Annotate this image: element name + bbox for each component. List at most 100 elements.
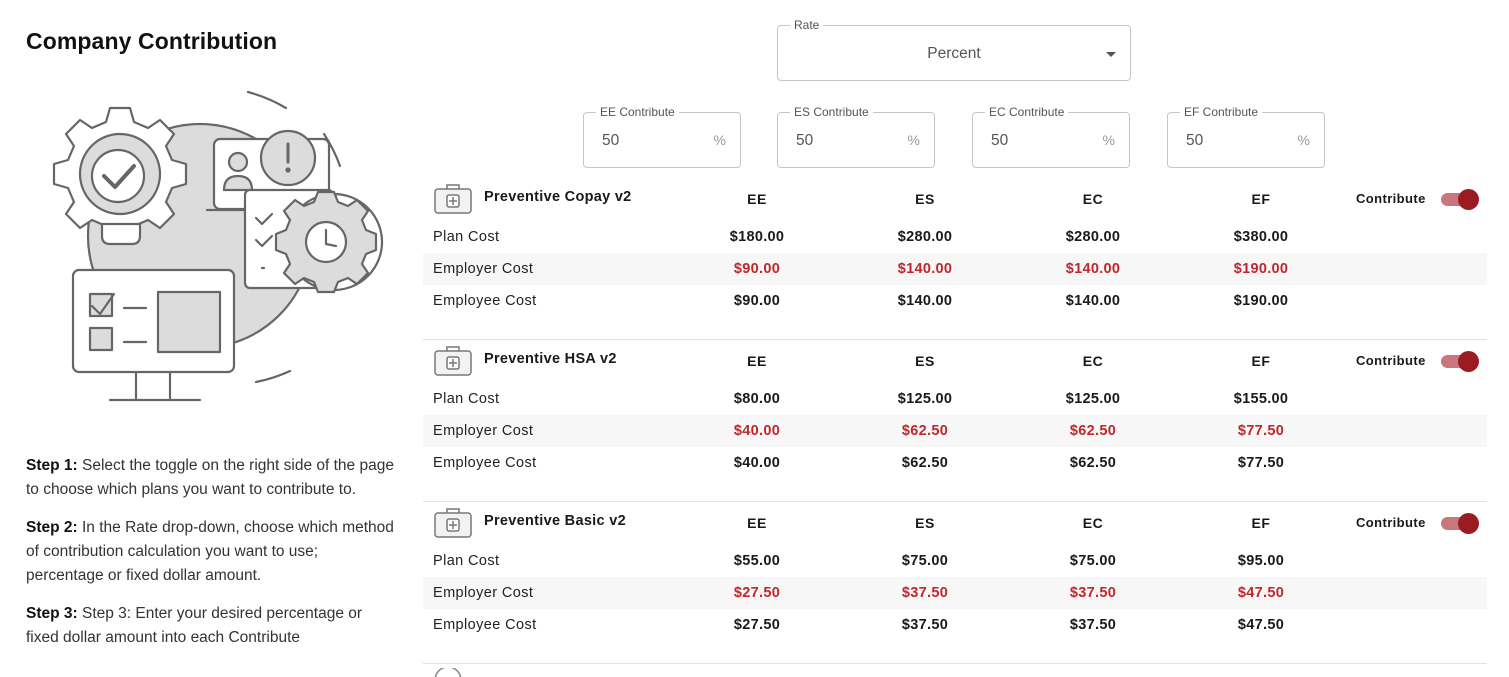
row-label: Employer Cost bbox=[433, 261, 534, 277]
contribute-toggle[interactable] bbox=[1441, 189, 1479, 210]
column-header-ee: EE bbox=[747, 191, 767, 207]
plan-name: Preventive Copay v2 bbox=[484, 189, 632, 205]
checklist-gear-icon bbox=[243, 188, 384, 294]
plan-name: Preventive HSA v2 bbox=[484, 351, 617, 367]
cell-ec: $37.50 bbox=[1069, 585, 1117, 601]
column-header-ec: EC bbox=[1082, 515, 1104, 531]
column-header-es: ES bbox=[915, 191, 935, 207]
row-label: Employee Cost bbox=[433, 617, 537, 633]
cell-es: $125.00 bbox=[897, 391, 953, 407]
ef-contribute-field[interactable]: EF Contribute 50 % bbox=[1167, 105, 1325, 168]
instructions: Step 1: Select the toggle on the right s… bbox=[26, 454, 396, 664]
column-header-es: ES bbox=[915, 353, 935, 369]
percent-unit: % bbox=[1297, 132, 1310, 148]
cell-ec: $75.00 bbox=[1069, 553, 1117, 569]
rate-select-value: Percent bbox=[927, 45, 981, 62]
employer-cost-row: Employer Cost $40.00 $62.50 $62.50 $77.5… bbox=[423, 415, 1487, 447]
cell-ef: $190.00 bbox=[1233, 261, 1289, 277]
contribute-toggle[interactable] bbox=[1441, 351, 1479, 372]
cell-ee: $180.00 bbox=[729, 229, 785, 245]
es-contribute-value[interactable]: 50 bbox=[796, 132, 814, 149]
cell-es: $75.00 bbox=[901, 553, 949, 569]
cell-ef: $47.50 bbox=[1237, 617, 1285, 633]
cell-ec: $280.00 bbox=[1065, 229, 1121, 245]
cell-ee: $80.00 bbox=[733, 391, 781, 407]
column-header-ef: EF bbox=[1251, 353, 1271, 369]
ee-contribute-field[interactable]: EE Contribute 50 % bbox=[583, 105, 741, 168]
desktop-monitor-icon bbox=[71, 268, 236, 402]
ec-contribute-field[interactable]: EC Contribute 50 % bbox=[972, 105, 1130, 168]
plan-cost-row: Plan Cost $55.00 $75.00 $75.00 $95.00 bbox=[423, 545, 1487, 577]
medical-kit-icon bbox=[434, 346, 472, 376]
contribute-toggle-label: Contribute bbox=[1356, 353, 1426, 368]
employee-cost-row: Employee Cost $90.00 $140.00 $140.00 $19… bbox=[423, 285, 1487, 317]
cell-ee: $40.00 bbox=[733, 423, 781, 439]
row-label: Employer Cost bbox=[433, 423, 534, 439]
ef-contribute-value[interactable]: 50 bbox=[1186, 132, 1204, 149]
plan-cost-row: Plan Cost $180.00 $280.00 $280.00 $380.0… bbox=[423, 221, 1487, 253]
plan-cost-row: Plan Cost $80.00 $125.00 $125.00 $155.00 bbox=[423, 383, 1487, 415]
contribute-toggle-label: Contribute bbox=[1356, 515, 1426, 530]
ef-contribute-label: EF Contribute bbox=[1180, 105, 1263, 119]
toggle-knob[interactable] bbox=[1458, 189, 1479, 210]
caret-down-icon[interactable] bbox=[1106, 52, 1116, 57]
cell-ec: $62.50 bbox=[1069, 423, 1117, 439]
cell-ec: $140.00 bbox=[1065, 293, 1121, 309]
employer-cost-row: Employer Cost $90.00 $140.00 $140.00 $19… bbox=[423, 253, 1487, 285]
cell-es: $62.50 bbox=[901, 423, 949, 439]
column-header-ee: EE bbox=[747, 353, 767, 369]
cell-es: $140.00 bbox=[897, 261, 953, 277]
plan-card: Preventive HSA v2 EE ES EC EF Contribute… bbox=[423, 340, 1487, 502]
gear-checkmark-icon bbox=[52, 106, 188, 246]
row-label: Plan Cost bbox=[433, 229, 500, 245]
step-3: Step 3: Step 3: Enter your desired perce… bbox=[26, 605, 363, 646]
column-header-ef: EF bbox=[1251, 515, 1271, 531]
ee-contribute-label: EE Contribute bbox=[596, 105, 679, 119]
cell-ef: $77.50 bbox=[1237, 455, 1285, 471]
toggle-knob[interactable] bbox=[1458, 351, 1479, 372]
row-label: Plan Cost bbox=[433, 391, 500, 407]
rate-select[interactable]: Rate Percent bbox=[777, 18, 1131, 81]
column-header-es: ES bbox=[915, 515, 935, 531]
cell-ef: $47.50 bbox=[1237, 585, 1285, 601]
medical-kit-icon bbox=[434, 508, 472, 538]
cell-es: $280.00 bbox=[897, 229, 953, 245]
cell-es: $62.50 bbox=[901, 455, 949, 471]
contribute-toggle[interactable] bbox=[1441, 513, 1479, 534]
cell-es: $37.50 bbox=[901, 617, 949, 633]
cell-ef: $190.00 bbox=[1233, 293, 1289, 309]
plan-card: Preventive Basic v2 EE ES EC EF Contribu… bbox=[423, 502, 1487, 664]
row-label: Employee Cost bbox=[433, 455, 537, 471]
cell-ec: $140.00 bbox=[1065, 261, 1121, 277]
cell-ef: $77.50 bbox=[1237, 423, 1285, 439]
column-header-ee: EE bbox=[747, 515, 767, 531]
contribute-toggle-label: Contribute bbox=[1356, 191, 1426, 206]
left-panel: Company Contribution bbox=[0, 0, 410, 677]
es-contribute-label: ES Contribute bbox=[790, 105, 873, 119]
cell-ef: $95.00 bbox=[1237, 553, 1285, 569]
medical-kit-icon bbox=[434, 184, 472, 214]
ec-contribute-value[interactable]: 50 bbox=[991, 132, 1009, 149]
plans-list: Preventive Copay v2 EE ES EC EF Contribu… bbox=[423, 178, 1487, 677]
cell-ee: $55.00 bbox=[733, 553, 781, 569]
toggle-knob[interactable] bbox=[1458, 513, 1479, 534]
cell-ee: $90.00 bbox=[733, 293, 781, 309]
cell-ec: $62.50 bbox=[1069, 455, 1117, 471]
cell-ef: $155.00 bbox=[1233, 391, 1289, 407]
percent-unit: % bbox=[1102, 132, 1115, 148]
employee-cost-row: Employee Cost $27.50 $37.50 $37.50 $47.5… bbox=[423, 609, 1487, 641]
employee-cost-row: Employee Cost $40.00 $62.50 $62.50 $77.5… bbox=[423, 447, 1487, 479]
company-contribution-illustration bbox=[52, 90, 384, 402]
cell-ec: $125.00 bbox=[1065, 391, 1121, 407]
ec-contribute-label: EC Contribute bbox=[985, 105, 1069, 119]
row-label: Employer Cost bbox=[433, 585, 534, 601]
cell-ec: $37.50 bbox=[1069, 617, 1117, 633]
employer-cost-row: Employer Cost $27.50 $37.50 $37.50 $47.5… bbox=[423, 577, 1487, 609]
next-plan-icon bbox=[434, 668, 462, 677]
cell-ee: $27.50 bbox=[733, 585, 781, 601]
cell-ef: $380.00 bbox=[1233, 229, 1289, 245]
row-label: Employee Cost bbox=[433, 293, 537, 309]
ee-contribute-value[interactable]: 50 bbox=[602, 132, 620, 149]
step-1: Step 1: Select the toggle on the right s… bbox=[26, 457, 394, 498]
es-contribute-field[interactable]: ES Contribute 50 % bbox=[777, 105, 935, 168]
